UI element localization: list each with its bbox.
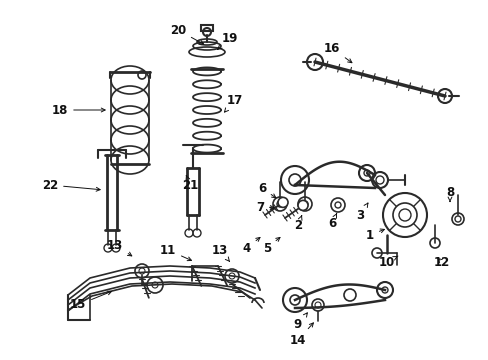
Text: 6: 6	[257, 181, 275, 198]
Text: 8: 8	[445, 185, 453, 201]
Text: 14: 14	[289, 323, 313, 346]
Text: 15: 15	[70, 291, 111, 311]
Text: 20: 20	[169, 23, 203, 44]
Circle shape	[278, 197, 287, 207]
Text: 22: 22	[42, 179, 100, 192]
Text: 16: 16	[323, 41, 351, 63]
Text: 5: 5	[263, 238, 280, 255]
Text: 10: 10	[378, 256, 397, 269]
Text: 3: 3	[355, 203, 367, 221]
Text: 9: 9	[293, 313, 307, 332]
Text: 18: 18	[52, 104, 105, 117]
Text: 7: 7	[255, 201, 274, 213]
Text: 4: 4	[243, 238, 260, 255]
Text: 19: 19	[217, 32, 238, 49]
Circle shape	[297, 201, 307, 210]
Text: 6: 6	[327, 213, 336, 230]
Bar	[201, 25, 213, 31]
Text: 12: 12	[433, 256, 449, 269]
Text: 11: 11	[160, 243, 191, 261]
Text: 17: 17	[224, 94, 243, 112]
Text: 2: 2	[293, 216, 302, 231]
Text: 13: 13	[107, 239, 131, 256]
Text: 13: 13	[211, 243, 229, 261]
Text: 1: 1	[365, 229, 384, 242]
Text: 21: 21	[182, 176, 198, 192]
